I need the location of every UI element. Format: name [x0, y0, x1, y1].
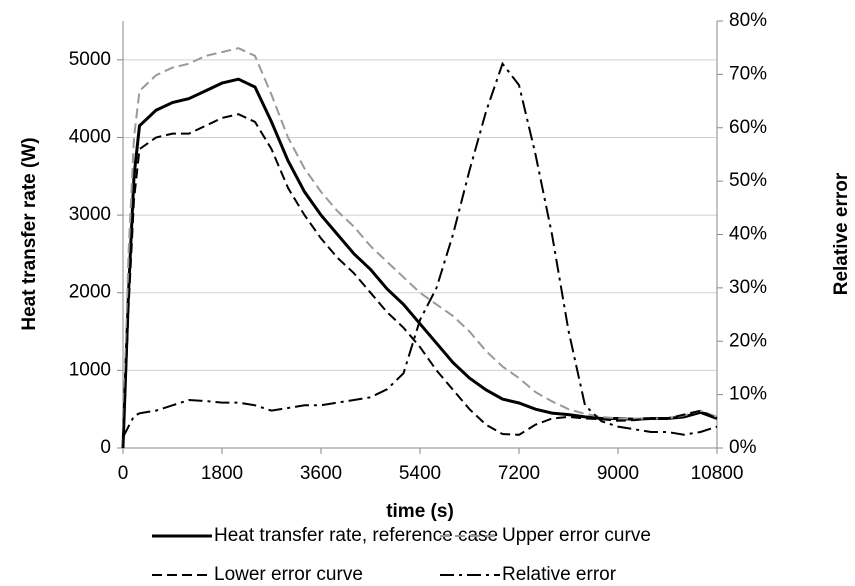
y-axis-label: Heat transfer rate (W): [19, 137, 40, 330]
legend-label: Lower error curve: [214, 564, 363, 585]
y-tick-label: 4000: [69, 126, 111, 147]
x-tick-label: 0: [118, 463, 129, 484]
series-line: [122, 113, 718, 449]
x-tick-label: 10800: [691, 463, 744, 484]
x-tick-label: 1800: [201, 463, 243, 484]
y2-tick-label: 20%: [729, 330, 767, 351]
legend-label: Heat transfer rate, reference case: [214, 525, 498, 546]
x-tick-label: 5400: [399, 463, 441, 484]
y2-tick-label: 80%: [729, 10, 767, 31]
x-tick-label: 9000: [597, 463, 639, 484]
y2-tick-label: 60%: [729, 117, 767, 138]
y2-tick-label: 10%: [729, 384, 767, 405]
y2-tick-label: 30%: [729, 277, 767, 298]
y2-tick-label: 0%: [729, 437, 757, 458]
y-tick-label: 1000: [69, 359, 111, 380]
y2-tick-label: 50%: [729, 170, 767, 191]
series-line: [121, 77, 718, 449]
y-tick-label: 0: [100, 437, 111, 458]
x-axis-label: time (s): [386, 501, 454, 522]
y2-tick-label: 40%: [729, 224, 767, 245]
legend-label: Relative error: [502, 564, 617, 585]
y-tick-label: 5000: [69, 49, 111, 70]
series-line: [122, 47, 718, 449]
x-tick-label: 3600: [300, 463, 342, 484]
y2-tick-label: 70%: [729, 63, 767, 84]
legend-label: Upper error curve: [502, 525, 651, 546]
series-line: [122, 61, 718, 438]
y-tick-label: 2000: [69, 282, 111, 303]
y-tick-label: 3000: [69, 204, 111, 225]
y2-axis-label: Relative error: [831, 172, 852, 295]
x-tick-label: 7200: [498, 463, 540, 484]
